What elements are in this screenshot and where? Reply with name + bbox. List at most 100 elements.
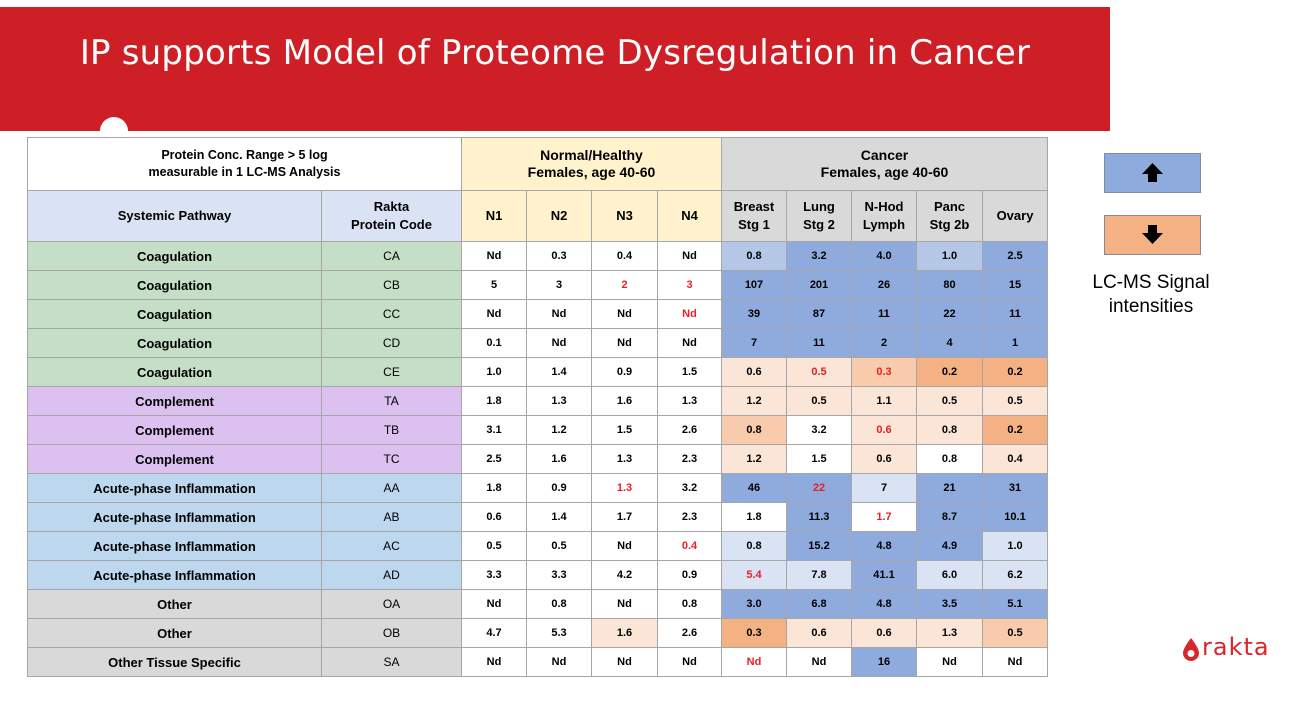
col-header-cancer-line2: Lymph [862, 217, 906, 232]
normal-value-cell: 2.5 [461, 444, 527, 474]
cancer-group-line2: Females, age 40-60 [820, 164, 949, 180]
cancer-value-cell: 1.3 [916, 618, 983, 648]
cancer-value-cell: Nd [786, 647, 852, 677]
cancer-value-cell: 11 [982, 299, 1048, 329]
protein-code-cell: AA [321, 473, 462, 503]
cancer-value-cell: 0.8 [916, 444, 983, 474]
pathway-cell: Complement [27, 386, 322, 416]
cancer-value-cell: 3.5 [916, 589, 983, 619]
normal-value-cell: 5 [461, 270, 527, 300]
cancer-value-cell: 0.6 [851, 618, 917, 648]
cancer-value-cell: 8.7 [916, 502, 983, 532]
cancer-value-cell: 0.8 [916, 415, 983, 445]
legend-label: LC-MS Signal intensities [1080, 271, 1222, 319]
table-row: Coagulation CA Nd 0.3 0.4 Nd 0.8 3.2 4.0 1.0 2.5 [27, 241, 1048, 271]
cancer-value-cell: 0.2 [916, 357, 983, 387]
cancer-value-cell: 1.0 [916, 241, 983, 271]
cancer-value-cell: 0.6 [851, 444, 917, 474]
col-header-code-line2: Protein Code [351, 217, 432, 232]
cancer-value-cell: 1.2 [721, 444, 787, 474]
arrow-up-icon [1142, 163, 1163, 182]
normal-group-header: Normal/Healthy Females, age 40-60 [461, 137, 722, 191]
pathway-cell: Coagulation [27, 299, 322, 329]
col-header-cancer-3: N-Hod Lymph [851, 190, 917, 242]
cancer-value-cell: 1.7 [851, 502, 917, 532]
col-header-cancer-line2: Stg 1 [738, 217, 770, 232]
table-note: Protein Conc. Range > 5 log measurable i… [27, 137, 462, 191]
normal-value-cell: 0.5 [461, 531, 527, 561]
normal-value-cell: Nd [526, 647, 592, 677]
normal-value-cell: 0.9 [591, 357, 658, 387]
normal-value-cell: 1.6 [591, 386, 658, 416]
cancer-value-cell: 5.1 [982, 589, 1048, 619]
normal-value-cell: 1.6 [526, 444, 592, 474]
col-header-pathway: Systemic Pathway [27, 190, 322, 242]
normal-value-cell: Nd [591, 647, 658, 677]
protein-code-cell: CA [321, 241, 462, 271]
cancer-value-cell: 3.2 [786, 241, 852, 271]
normal-value-cell: Nd [657, 328, 722, 358]
table-row: Acute-phase Inflammation AA 1.8 0.9 1.3 3.2 46… [27, 473, 1048, 503]
cancer-value-cell: 22 [786, 473, 852, 503]
normal-group-line2: Females, age 40-60 [527, 164, 656, 180]
cancer-value-cell: 0.2 [982, 415, 1048, 445]
cancer-value-cell: 31 [982, 473, 1048, 503]
normal-value-cell: 3.3 [526, 560, 592, 590]
blood-drop-icon [1183, 638, 1199, 661]
cancer-value-cell: 0.5 [982, 618, 1048, 648]
normal-value-cell: Nd [591, 328, 658, 358]
protein-code-cell: AB [321, 502, 462, 532]
normal-value-cell: 2 [591, 270, 658, 300]
normal-value-cell: 0.5 [526, 531, 592, 561]
normal-value-cell: 1.5 [657, 357, 722, 387]
cancer-value-cell: 0.5 [786, 386, 852, 416]
cancer-value-cell: 22 [916, 299, 983, 329]
cancer-value-cell: 3.2 [786, 415, 852, 445]
normal-value-cell: 1.0 [461, 357, 527, 387]
col-header-cancer-line1: Panc [933, 199, 966, 214]
cancer-value-cell: 0.8 [721, 415, 787, 445]
col-header-normal-1: N1 [461, 190, 527, 242]
cancer-value-cell: 0.6 [721, 357, 787, 387]
cancer-value-cell: 4.8 [851, 589, 917, 619]
normal-value-cell: 0.4 [657, 531, 722, 561]
cancer-value-cell: 5.4 [721, 560, 787, 590]
table-row: Acute-phase Inflammation AC 0.5 0.5 Nd 0.4 0.8… [27, 531, 1048, 561]
cancer-value-cell: 41.1 [851, 560, 917, 590]
cancer-group-line1: Cancer [860, 147, 909, 163]
normal-value-cell: 1.4 [526, 502, 592, 532]
cancer-value-cell: 39 [721, 299, 787, 329]
normal-value-cell: 3 [526, 270, 592, 300]
protein-code-cell: OA [321, 589, 462, 619]
protein-code-cell: CD [321, 328, 462, 358]
normal-value-cell: Nd [591, 589, 658, 619]
cancer-value-cell: 0.4 [982, 444, 1048, 474]
cancer-value-cell: Nd [916, 647, 983, 677]
col-header-cancer-line2: Stg 2b [929, 217, 970, 232]
protein-code-cell: TC [321, 444, 462, 474]
normal-value-cell: 1.6 [591, 618, 658, 648]
cancer-value-cell: 0.5 [982, 386, 1048, 416]
cancer-value-cell: 7 [721, 328, 787, 358]
title-banner: IP supports Model of Proteome Dysregulat… [0, 7, 1110, 131]
pathway-cell: Coagulation [27, 357, 322, 387]
normal-value-cell: 3.2 [657, 473, 722, 503]
col-header-cancer-2: Lung Stg 2 [786, 190, 852, 242]
cancer-value-cell: 87 [786, 299, 852, 329]
normal-value-cell: 2.6 [657, 415, 722, 445]
table-row: Complement TA 1.8 1.3 1.6 1.3 1.2 0.5 1.1 0.5 0.5 [27, 386, 1048, 416]
cancer-value-cell: 0.8 [721, 241, 787, 271]
pathway-cell: Other [27, 618, 322, 648]
legend-decrease-box [1104, 215, 1201, 255]
normal-value-cell: Nd [526, 299, 592, 329]
legend-label-line2: intensities [1108, 296, 1194, 317]
normal-value-cell: 2.3 [657, 444, 722, 474]
pathway-cell: Other [27, 589, 322, 619]
col-header-normal-3: N3 [591, 190, 658, 242]
normal-value-cell: 2.3 [657, 502, 722, 532]
cancer-value-cell: 6.0 [916, 560, 983, 590]
pathway-cell: Other Tissue Specific [27, 647, 322, 677]
cancer-value-cell: 16 [851, 647, 917, 677]
normal-value-cell: 1.8 [461, 386, 527, 416]
protein-code-cell: OB [321, 618, 462, 648]
